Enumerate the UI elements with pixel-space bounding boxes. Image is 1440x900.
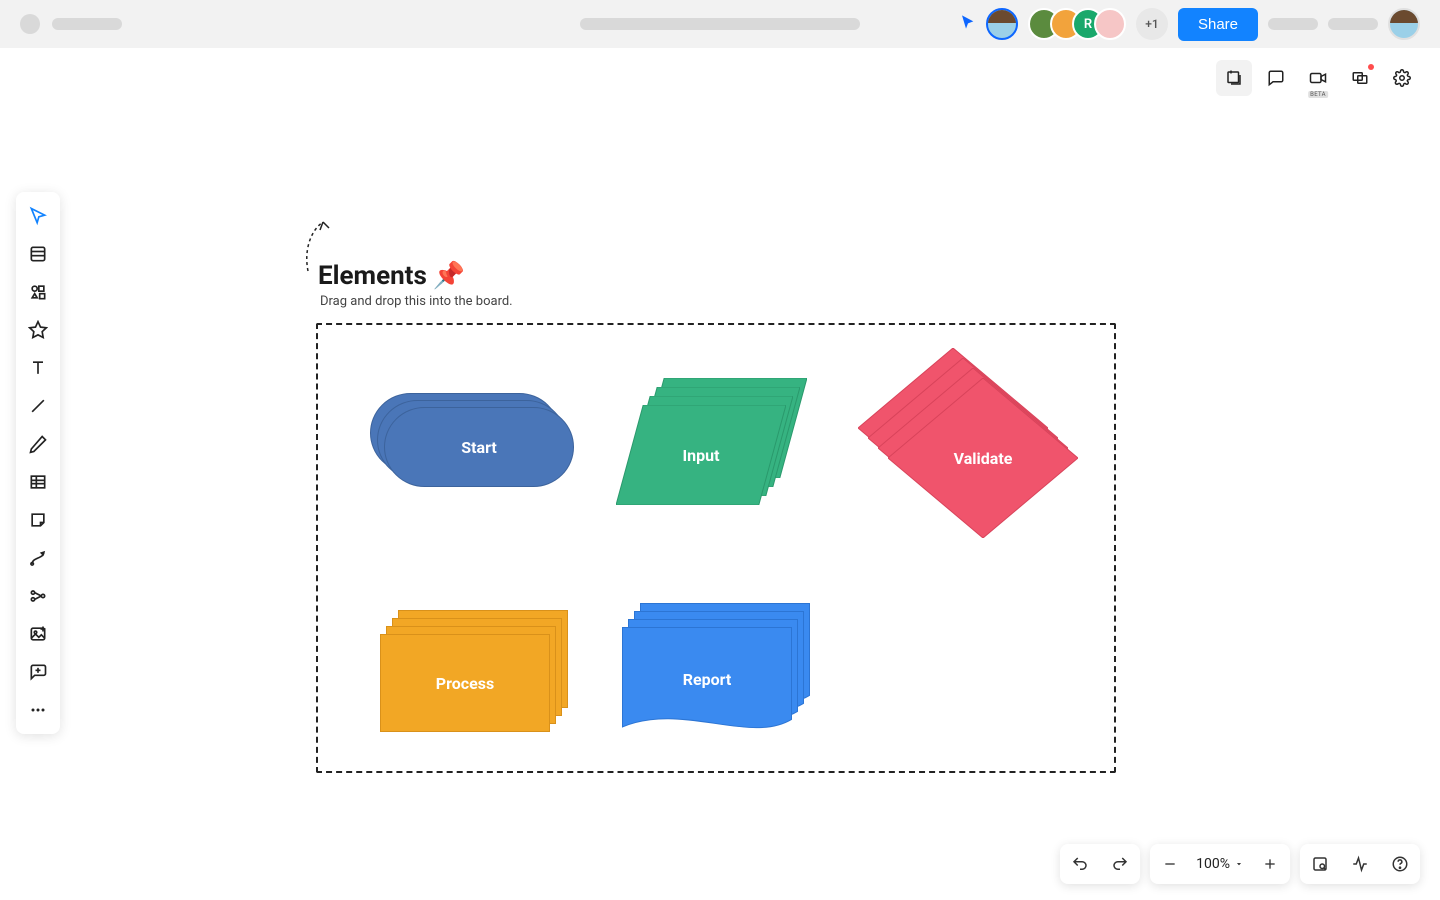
topbar-right: R +1 Share	[960, 8, 1420, 41]
presence-cursor-icon	[960, 14, 976, 35]
shape-process[interactable]: Process	[380, 610, 568, 732]
shape-validate-layer	[888, 378, 1078, 538]
shape-start[interactable]: Start	[370, 393, 574, 487]
elements-title-text: Elements	[318, 261, 427, 291]
active-user-avatar[interactable]	[986, 8, 1018, 40]
shape-input[interactable]: Input	[616, 378, 807, 505]
shape-start-layer	[384, 407, 574, 487]
topbar-left	[20, 14, 122, 34]
topbar-center	[580, 18, 860, 30]
account-avatar[interactable]	[1388, 8, 1420, 40]
shape-report-layer	[622, 627, 792, 732]
shape-report[interactable]: Report	[622, 603, 810, 732]
topbar: R +1 Share	[0, 0, 1440, 48]
collaborator-avatars[interactable]: R	[1028, 8, 1126, 40]
shape-process-layer	[380, 634, 550, 732]
canvas[interactable]: Elements 📌 Drag and drop this into the b…	[0, 48, 1440, 900]
board-title-placeholder[interactable]	[52, 18, 122, 30]
elements-subtitle: Drag and drop this into the board.	[320, 294, 513, 309]
app-logo-placeholder[interactable]	[20, 14, 40, 34]
collaborator-overflow-count[interactable]: +1	[1136, 8, 1168, 40]
collaborator-avatar[interactable]	[1094, 8, 1126, 40]
elements-title: Elements 📌	[318, 261, 465, 291]
pin-emoji-icon: 📌	[433, 261, 465, 291]
share-button[interactable]: Share	[1178, 8, 1258, 41]
shape-validate[interactable]: Validate	[858, 348, 1078, 538]
shape-input-layer	[616, 405, 786, 505]
topbar-placeholder-2[interactable]	[1328, 18, 1378, 30]
topbar-placeholder-1[interactable]	[1268, 18, 1318, 30]
breadcrumb-placeholder	[580, 18, 860, 30]
